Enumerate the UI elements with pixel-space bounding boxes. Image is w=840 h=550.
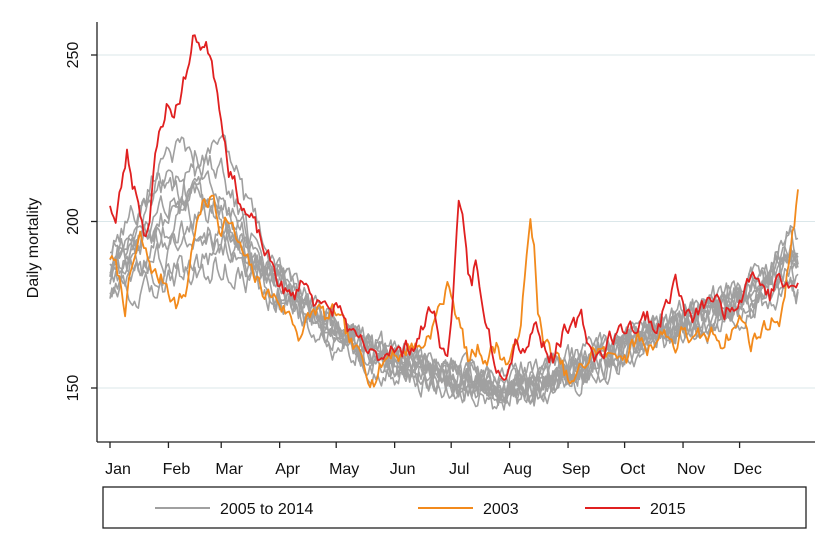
x-tick-label-aug: Aug	[503, 461, 531, 478]
legend-item-2003: 2003	[418, 501, 519, 518]
x-tick-label-apr: Apr	[275, 461, 301, 478]
y-tick-label-150: 150	[65, 375, 82, 402]
legend-item-2005-2014: 2005 to 2014	[155, 501, 314, 518]
series-2003-line	[109, 189, 799, 389]
legend-item-2015: 2015	[585, 501, 686, 518]
gridlines	[97, 54, 815, 389]
x-tick-label-feb: Feb	[163, 461, 191, 478]
x-tick-label-nov: Nov	[677, 461, 705, 478]
legend-label-2003: 2003	[483, 501, 519, 518]
legend-label-2015: 2015	[650, 501, 686, 518]
x-tick-label-mar: Mar	[215, 461, 243, 478]
y-tick-label-250: 250	[65, 42, 82, 69]
axes	[96, 22, 815, 443]
x-ticks: Jan Feb Mar Apr May Jun Jul Aug Sep Oct Nov Dec	[105, 442, 762, 478]
series-2005-2014-line-10	[109, 220, 799, 411]
series-2005-2014-line-8	[109, 235, 799, 410]
legend-label-2005-2014: 2005 to 2014	[220, 501, 314, 518]
x-tick-label-may: May	[329, 461, 359, 478]
y-ticks: 150 200 250	[65, 42, 97, 402]
series-2005-2014-line-4	[109, 196, 799, 405]
x-tick-label-dec: Dec	[733, 461, 761, 478]
y-tick-label-200: 200	[65, 208, 82, 235]
y-axis-title: Daily mortality	[25, 198, 42, 298]
x-tick-label-oct: Oct	[620, 461, 645, 478]
x-tick-label-jul: Jul	[449, 461, 469, 478]
series-layer	[109, 34, 799, 411]
x-tick-label-sep: Sep	[562, 461, 591, 478]
series-2015-line	[109, 34, 799, 381]
legend: 2005 to 2014 2003 2015	[102, 486, 807, 529]
x-tick-label-jan: Jan	[105, 461, 131, 478]
x-tick-label-jun: Jun	[390, 461, 416, 478]
